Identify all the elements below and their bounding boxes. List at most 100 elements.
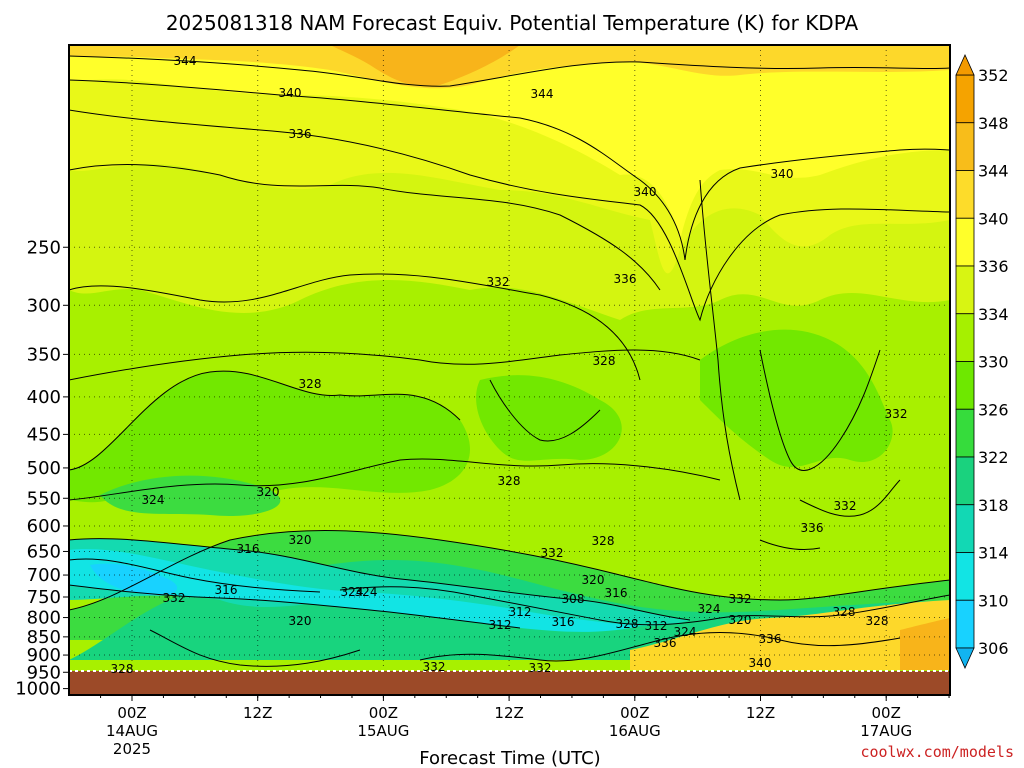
- contour-label: 332: [163, 591, 186, 605]
- x-tick-label: 00Z: [369, 704, 398, 722]
- plot-area: 344 340 344 336 340 340 332 336 328 328 332 324 328 3…: [69, 45, 950, 695]
- x-tick-label: 00Z: [872, 704, 901, 722]
- contour-label: 328: [498, 474, 521, 488]
- colorbar: 352 348 344 340 336 334 330 326 322 318 314 310 306: [955, 54, 1009, 669]
- y-tick-label: 800: [27, 608, 61, 629]
- y-axis: 2503003504004505005506006507007508008509…: [15, 237, 69, 700]
- contour-label: 344: [531, 87, 554, 101]
- colorbar-label: 318: [978, 496, 1009, 515]
- colorbar-label: 336: [978, 257, 1009, 276]
- colorbar-swatch: [955, 170, 975, 219]
- contour-lines: [69, 55, 950, 667]
- y-tick-label: 350: [27, 344, 61, 365]
- colorbar-swatch: [955, 456, 975, 506]
- colorbar-swatch: [955, 361, 975, 410]
- y-tick-label: 500: [27, 458, 61, 479]
- colorbar-swatch: [955, 599, 975, 649]
- band-308: [90, 563, 178, 596]
- contour-label: 332: [487, 275, 510, 289]
- y-tick-label: 750: [27, 587, 61, 608]
- colorbar-label: 352: [978, 66, 1009, 85]
- contour-label: 328: [833, 605, 856, 619]
- contour-label: 340: [279, 86, 302, 100]
- contour-label: 340: [634, 185, 657, 199]
- contour-label: 324: [698, 602, 721, 616]
- colorbar-swatch: [955, 265, 975, 315]
- band-312: [69, 549, 640, 632]
- band-surface-orange: [900, 618, 950, 670]
- contour-label: 328: [866, 614, 889, 628]
- contour-label: 308: [562, 592, 585, 606]
- contour-label: 316: [605, 586, 628, 600]
- colorbar-label: 326: [978, 400, 1009, 419]
- credit-text: coolwx.com/models: [860, 743, 1014, 761]
- contour-label: 316: [237, 542, 260, 556]
- contour-label: 332: [834, 499, 857, 513]
- contour-label: 336: [614, 272, 637, 286]
- colorbar-swatch: [955, 313, 975, 362]
- x-tick-label: 00Z: [620, 704, 649, 722]
- contour-label: 320: [257, 485, 280, 499]
- x-tick-date: 16AUG: [609, 722, 661, 740]
- x-tick-label: 12Z: [243, 704, 272, 722]
- contour-label: 324: [674, 625, 697, 639]
- band-330-mid: [476, 375, 622, 461]
- colorbar-label: 348: [978, 114, 1009, 133]
- underground: [69, 671, 950, 695]
- band-340: [69, 45, 950, 240]
- colorbar-swatch: [955, 552, 975, 601]
- x-axis-title: Forecast Time (UTC): [419, 748, 600, 768]
- grid: [69, 45, 950, 695]
- y-tick-label: 600: [27, 516, 61, 537]
- contour-label: 332: [729, 592, 752, 606]
- contour-label: 312: [509, 605, 532, 619]
- colorbar-label: 330: [978, 353, 1009, 372]
- colorbar-swatch: [955, 217, 975, 267]
- contour-label: 328: [299, 377, 322, 391]
- y-tick-label: 650: [27, 541, 61, 562]
- contour-label: 320: [729, 613, 752, 627]
- y-tick-label: 700: [27, 565, 61, 586]
- contour-label: 336: [654, 636, 677, 650]
- band-344: [69, 45, 950, 89]
- band-326-pocket: [100, 475, 281, 516]
- x-tick-label: 12Z: [746, 704, 775, 722]
- x-tick-label: 00Z: [117, 704, 146, 722]
- contour-label: 344: [174, 54, 197, 68]
- x-tick-year: 2025: [113, 740, 151, 758]
- contour-label: 320: [582, 573, 605, 587]
- colorbar-label: 322: [978, 448, 1009, 467]
- contour-label: 312: [489, 618, 512, 632]
- y-tick-label: 250: [27, 237, 61, 258]
- colorbar-label: 344: [978, 162, 1009, 181]
- band-316: [69, 538, 690, 627]
- y-tick-label: 450: [27, 424, 61, 445]
- colorbar-top-triangle: [955, 54, 975, 76]
- y-tick-label: 400: [27, 387, 61, 408]
- contour-label: 316: [552, 615, 575, 629]
- contour-label: 336: [289, 127, 312, 141]
- contour-labels: 344 340 344 336 340 340 332 336 328 328 332 324 328 3…: [111, 54, 908, 676]
- contour-label: 340: [771, 167, 794, 181]
- contour-label: 332: [529, 661, 552, 675]
- contour-label: 324: [341, 585, 364, 599]
- x-tick-date: 15AUG: [357, 722, 409, 740]
- contour-label: 332: [885, 407, 908, 421]
- x-tick-date: 17AUG: [860, 722, 912, 740]
- y-tick-label: 950: [27, 662, 61, 683]
- y-tick-label: 850: [27, 627, 61, 648]
- colorbar-label: 334: [978, 305, 1009, 324]
- contour-label: 320: [289, 614, 312, 628]
- colorbar-bottom-triangle: [955, 647, 975, 669]
- contour-label: 332: [423, 660, 446, 674]
- y-tick-label: 1000: [15, 679, 61, 700]
- contour-label: 312: [645, 619, 668, 633]
- contour-label: 340: [749, 656, 772, 670]
- colorbar-label: 340: [978, 209, 1009, 228]
- colorbar-label: 306: [978, 639, 1009, 658]
- contour-label: 324: [355, 585, 378, 599]
- colorbar-label: 310: [978, 591, 1009, 610]
- colorbar-swatch: [955, 74, 975, 124]
